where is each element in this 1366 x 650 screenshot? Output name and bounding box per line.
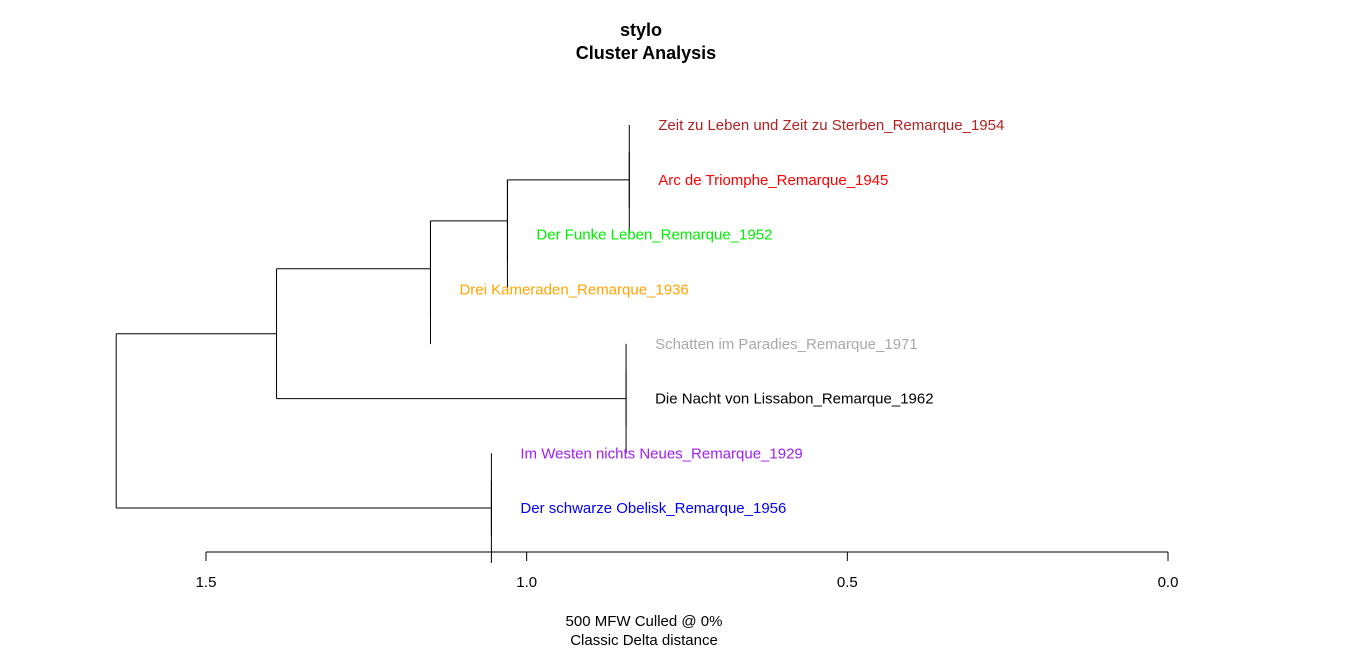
chart-title: stylo bbox=[620, 20, 662, 40]
leaf-label-6: Im Westen nichts Neues_Remarque_1929 bbox=[520, 445, 802, 462]
x-axis: 1.5 1.0 0.5 0.0 bbox=[196, 551, 1179, 591]
xlabel-mfw: 500 MFW Culled @ 0% bbox=[566, 613, 723, 630]
x-tick-label-0: 1.5 bbox=[196, 574, 217, 591]
leaf-label-4: Schatten im Paradies_Remarque_1971 bbox=[655, 336, 918, 353]
chart-subtitle: Cluster Analysis bbox=[576, 43, 716, 63]
leaf-label-2: Der Funke Leben_Remarque_1952 bbox=[536, 227, 772, 244]
leaf-label-0: Zeit zu Leben und Zeit zu Sterben_Remarq… bbox=[658, 117, 1004, 134]
leaf-label-1: Arc de Triomphe_Remarque_1945 bbox=[658, 172, 888, 189]
dendrogram-branches bbox=[115, 125, 630, 563]
leaf-label-3: Drei Kameraden_Remarque_1936 bbox=[459, 281, 688, 298]
x-tick-label-3: 0.0 bbox=[1158, 574, 1179, 591]
x-tick-label-2: 0.5 bbox=[837, 574, 858, 591]
xlabel-distance: Classic Delta distance bbox=[570, 632, 718, 649]
leaf-labels: Zeit zu Leben und Zeit zu Sterben_Remarq… bbox=[459, 117, 1004, 517]
x-tick-label-1: 1.0 bbox=[516, 574, 537, 591]
leaf-label-5: Die Nacht von Lissabon_Remarque_1962 bbox=[655, 391, 934, 408]
leaf-label-7: Der schwarze Obelisk_Remarque_1956 bbox=[520, 500, 786, 517]
